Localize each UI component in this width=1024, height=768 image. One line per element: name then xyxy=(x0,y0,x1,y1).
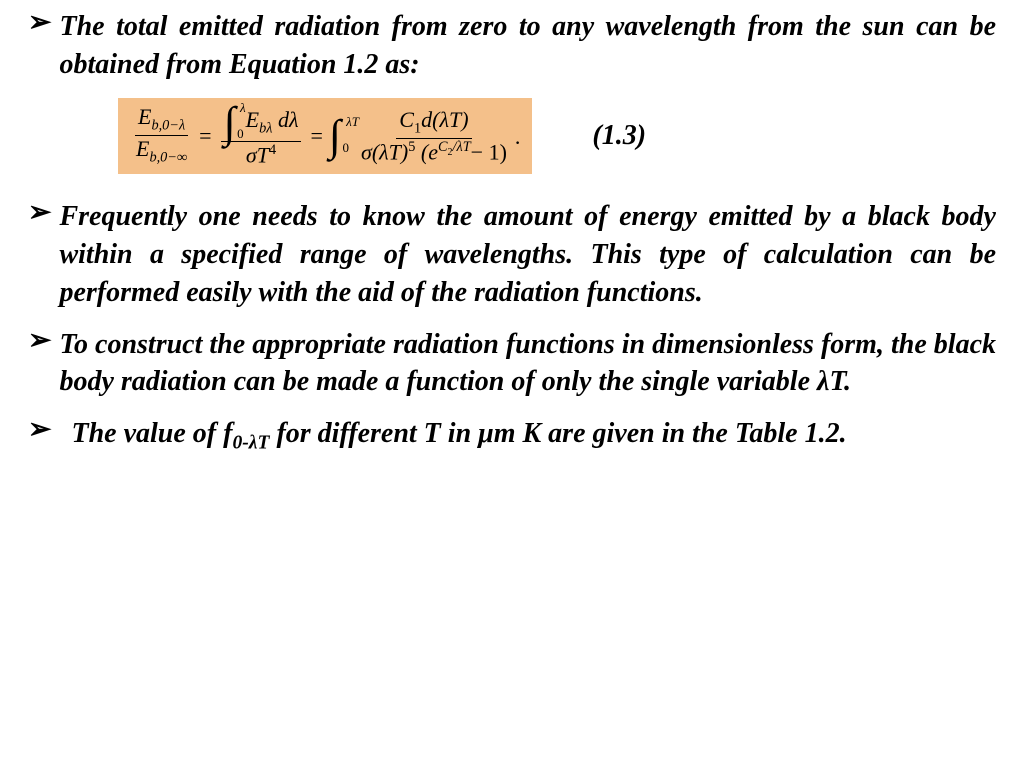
bullet-text-2: Frequently one needs to know the amount … xyxy=(59,198,996,311)
rhs-num-C: C xyxy=(399,107,414,132)
int1-upper: λ xyxy=(240,101,246,115)
bullet-item-1: ➢ The total emitted radiation from zero … xyxy=(28,8,996,84)
bullet-text-1: The total emitted radiation from zero to… xyxy=(59,8,996,84)
integral-2: ∫ λT 0 xyxy=(329,118,341,153)
bullet-text-3: To construct the appropriate radiation f… xyxy=(59,326,996,402)
mid-integrand-E: E xyxy=(246,107,259,132)
bullet-arrow-icon: ➢ xyxy=(28,198,59,311)
mid-integrand-sub: bλ xyxy=(259,120,272,136)
mid-den-sigma: σT xyxy=(246,142,269,167)
equals-2: = xyxy=(304,123,328,149)
equation-lhs-fraction: Eb,0−λ Eb,0−∞ xyxy=(133,104,190,167)
equals-1: = xyxy=(193,123,217,149)
equation-trailing-dot: . xyxy=(513,124,521,168)
equation-row: Eb,0−λ Eb,0−∞ = ∫ λ 0 Ebλ dλ σT4 xyxy=(28,98,996,175)
lhs-num-sub: b,0−λ xyxy=(151,118,185,134)
lhs-num-E: E xyxy=(138,104,151,129)
integral-1: ∫ λ 0 xyxy=(224,105,236,140)
lhs-den-E: E xyxy=(136,136,149,161)
bullet-item-4: ➢ The value of f0-λT for different T in … xyxy=(28,415,996,457)
bullet-arrow-icon: ➢ xyxy=(28,8,59,84)
lhs-den-sub: b,0−∞ xyxy=(149,150,187,166)
b4-sub: 0-λT xyxy=(232,433,269,454)
bullet-text-4: The value of f0-λT for different T in μm… xyxy=(59,415,996,457)
bullet-item-2: ➢ Frequently one needs to know the amoun… xyxy=(28,198,996,311)
mid-den-exp: 4 xyxy=(269,142,276,158)
rhs-eexp-rest: /λT xyxy=(453,139,471,155)
rhs-eexp-C: C xyxy=(438,139,448,155)
b3-var: λT. xyxy=(817,366,851,397)
b3-prefix: To construct the appropriate radiation f… xyxy=(59,329,996,398)
b4-suffix: for different T in μm K are given in the… xyxy=(269,418,846,449)
bullet-item-3: ➢ To construct the appropriate radiation… xyxy=(28,326,996,402)
rhs-num-d: d(λT) xyxy=(421,107,468,132)
rhs-den-close: − 1) xyxy=(471,139,507,164)
b4-prefix: The value of f xyxy=(71,418,232,449)
int1-lower: 0 xyxy=(237,127,244,141)
equation-box: Eb,0−λ Eb,0−∞ = ∫ λ 0 Ebλ dλ σT4 xyxy=(118,98,532,175)
rhs-den-open: (e xyxy=(415,139,438,164)
equation-rhs-fraction: C1d(λT) σ(λT)5 (eC2/λT− 1) xyxy=(358,107,510,166)
equation-mid-fraction: ∫ λ 0 Ebλ dλ σT4 xyxy=(221,104,302,169)
bullet-arrow-icon: ➢ xyxy=(28,326,59,402)
equation-number: (1.3) xyxy=(532,120,646,152)
int2-lower: 0 xyxy=(342,140,349,156)
int2-upper: λT xyxy=(346,114,359,130)
rhs-den-sigma: σ(λT) xyxy=(361,139,408,164)
mid-integrand-dl: dλ xyxy=(272,107,298,132)
bullet-arrow-icon: ➢ xyxy=(28,415,59,457)
